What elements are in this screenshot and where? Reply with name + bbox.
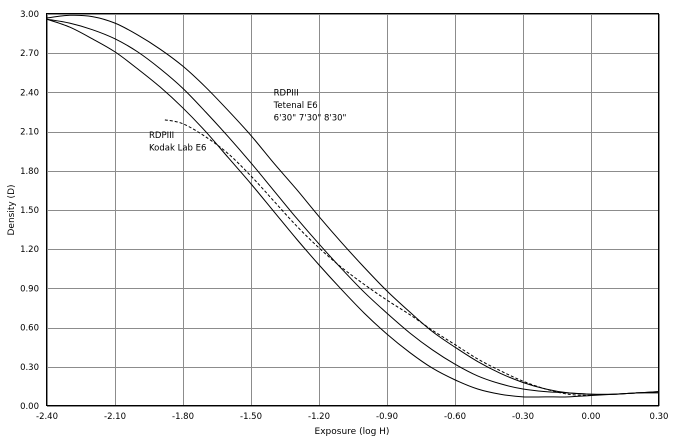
- kodak-lab-e6-curve: [164, 119, 592, 397]
- y-tick-label: 1.50: [20, 206, 39, 216]
- curve-annotation-line: 6'30" 7'30" 8'30": [274, 114, 347, 124]
- tetenal-e6-curve-3: [46, 18, 660, 398]
- x-tick-label: -1.50: [240, 412, 262, 422]
- x-tick-label: 0.00: [582, 412, 601, 422]
- y-tick-label: 0.30: [20, 363, 39, 373]
- x-tick-label: -2.40: [36, 412, 58, 422]
- x-tick-label: -1.20: [308, 412, 330, 422]
- y-axis-title: Density (D): [7, 184, 17, 235]
- x-tick-label: -0.60: [444, 412, 466, 422]
- curve-annotation-line: RDPIII: [274, 89, 299, 99]
- y-tick-label: 2.10: [20, 128, 39, 138]
- x-tick-label: 0.30: [650, 412, 669, 422]
- x-tick-label: -2.10: [104, 412, 126, 422]
- tetenal-e6-curve-1: [46, 14, 660, 395]
- y-tick-label: 2.70: [20, 49, 39, 59]
- y-tick-label: 1.20: [20, 245, 39, 255]
- x-axis-title: Exposure (log H): [315, 427, 390, 437]
- x-tick-label: -0.90: [376, 412, 398, 422]
- plot-frame: [46, 13, 659, 406]
- curve-annotation-line: Tetenal E6: [273, 101, 318, 111]
- y-tick-label: 1.80: [20, 167, 39, 177]
- y-tick-label: 0.00: [20, 402, 39, 412]
- x-tick-label: -0.30: [512, 412, 534, 422]
- curve-annotation-line: Kodak Lab E6: [149, 144, 206, 154]
- y-tick-label: 0.60: [20, 324, 39, 334]
- y-tick-label: 0.90: [20, 284, 39, 294]
- x-tick-label: -1.80: [172, 412, 194, 422]
- tetenal-e6-curve-2: [46, 18, 660, 395]
- y-tick-label: 3.00: [20, 10, 39, 20]
- y-tick-label: 2.40: [20, 88, 39, 98]
- curve-annotation-line: RDPIII: [149, 131, 174, 141]
